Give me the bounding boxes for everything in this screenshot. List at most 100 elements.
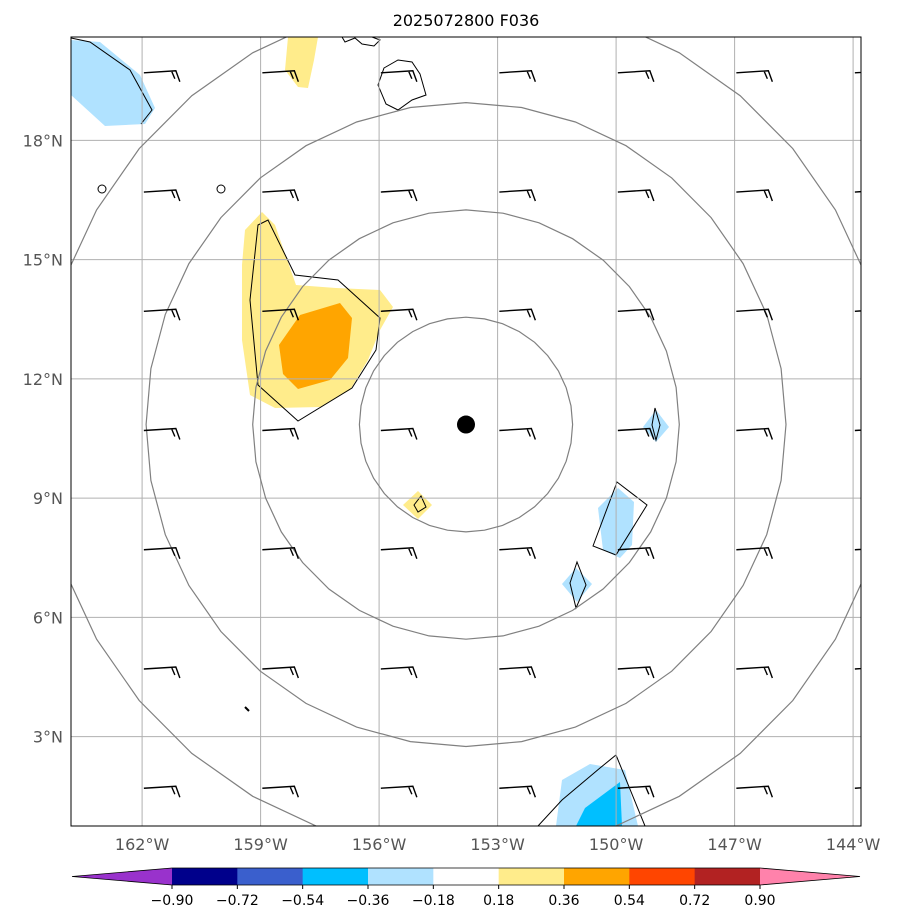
wind-barb (380, 189, 418, 202)
lat-tick-label: 6°N (33, 608, 63, 627)
colorbar-segment (368, 868, 434, 885)
wind-barb (143, 785, 181, 798)
anomaly-patch-positive (403, 491, 432, 519)
colorbar: −0.90 −0.72 −0.54 −0.36 −0.18 0.18 0.36 0.54 0.7… (71, 867, 861, 909)
colorbar-segment (237, 868, 304, 885)
colorbar-segment (172, 868, 238, 885)
lon-tick-label: 153°W (470, 835, 525, 854)
wind-barb (736, 70, 774, 83)
anomaly-patch-strong-positive (279, 303, 352, 389)
map-frame (70, 36, 862, 827)
lat-tick-label: 12°N (23, 370, 63, 389)
wind-barb (617, 427, 655, 440)
wind-barb (380, 308, 418, 321)
wind-barb (854, 787, 861, 789)
anomaly-patch-strong-negative (576, 782, 622, 826)
wind-barb (854, 429, 861, 432)
colorbar-tick-label: −0.36 (347, 893, 390, 909)
colorbar-segment (629, 868, 696, 885)
colorbar-segment (694, 868, 761, 885)
wind-barb (499, 308, 537, 321)
colorbar-tick-label: −0.90 (151, 893, 194, 909)
wind-barb (736, 785, 774, 798)
lon-tick-label: 150°W (589, 835, 644, 854)
wind-barb (143, 70, 181, 83)
wind-barb (499, 666, 537, 679)
lon-tick-label: 159°W (233, 835, 288, 854)
wind-barb (736, 666, 774, 679)
colorbar-tick-label: 0.72 (679, 893, 710, 909)
colorbar-segment (433, 868, 500, 885)
range-ring (358, 316, 574, 533)
wind-barb (854, 310, 861, 312)
wind-barb (143, 666, 181, 679)
wind-barb (262, 547, 300, 559)
wind-barb (380, 785, 418, 798)
wind-barbs (143, 70, 861, 798)
anomaly-patch-positive (285, 37, 318, 88)
wind-barb (262, 427, 300, 440)
wind-barb (617, 308, 655, 321)
anomaly-patch-negative (71, 40, 155, 126)
colorbar-extend-high (760, 868, 860, 885)
wind-barb (617, 785, 655, 798)
wind-barb (854, 71, 861, 74)
wind-barb (262, 666, 300, 679)
wind-barb (143, 427, 181, 440)
range-rings (71, 37, 861, 826)
lon-tick-label: 162°W (115, 835, 170, 854)
lat-tick-label: 3°N (33, 728, 63, 747)
wind-barb (143, 189, 181, 202)
wind-barb (854, 548, 861, 551)
anomaly-fill-layer (71, 37, 669, 826)
wind-barb (617, 547, 655, 559)
wind-barb (262, 785, 300, 798)
colorbar-tick-label: 0.90 (744, 893, 775, 909)
colorbar-tick-label: −0.72 (216, 893, 259, 909)
colorbar-tick-label: −0.54 (281, 893, 324, 909)
wind-barb (380, 427, 418, 440)
range-ring (145, 101, 787, 748)
wind-barb (499, 785, 537, 798)
wind-barb (262, 189, 300, 202)
colorbar-tick-label: 0.36 (548, 893, 579, 909)
wind-barb (736, 189, 774, 202)
wind-barb (499, 547, 537, 559)
gridlines (71, 37, 861, 826)
wind-barb (736, 427, 774, 440)
lat-tick-label: 18°N (23, 131, 63, 150)
colorbar-tick-label: 0.18 (483, 893, 514, 909)
wind-barb (617, 189, 655, 202)
anomaly-patch-negative (643, 410, 669, 442)
wind-barb (143, 308, 181, 321)
colorbar-segment (302, 868, 369, 885)
island-maui-outline (341, 37, 381, 47)
lat-tick-label: 15°N (23, 251, 63, 270)
colorbar-segment (498, 868, 565, 885)
colorbar-tick-label: 0.54 (614, 893, 645, 909)
lon-tick-label: 147°W (707, 835, 762, 854)
wind-barb (499, 427, 537, 440)
wind-barb (854, 190, 861, 193)
coastlines (97, 37, 427, 712)
wind-barb (262, 308, 300, 321)
wind-barb (143, 547, 181, 559)
contour-lines (71, 37, 661, 826)
lat-tick-label: 9°N (33, 489, 63, 508)
anomaly-patch-negative (562, 568, 592, 602)
wind-barb (499, 189, 537, 202)
storm-center-marker (457, 415, 475, 434)
range-ring (71, 37, 861, 826)
colorbar-tick-label: −0.18 (412, 893, 455, 909)
map-title: 2025072800 F036 (393, 11, 540, 30)
colorbar-extend-low (72, 868, 172, 885)
island-hawaii-outline (377, 59, 427, 111)
small-island (244, 706, 250, 712)
wind-barb (617, 666, 655, 679)
wind-barb (736, 308, 774, 321)
lon-tick-label: 144°W (826, 835, 881, 854)
wind-barb (380, 70, 418, 83)
wind-barb (380, 547, 418, 559)
wind-barb (617, 70, 655, 83)
